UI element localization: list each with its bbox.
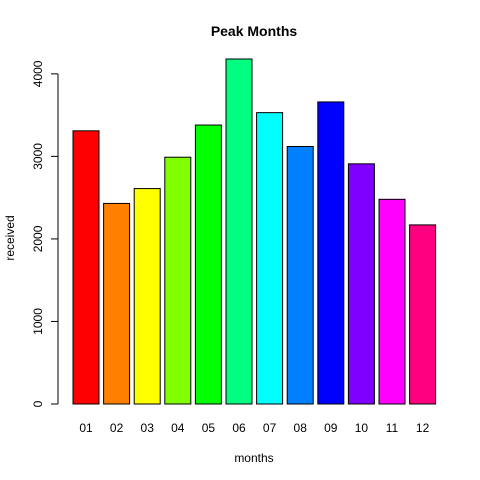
- x-tick-label: 04: [171, 421, 185, 435]
- bar-10: [347, 163, 375, 405]
- y-tick-label: 0: [31, 400, 45, 407]
- x-tick-label: 08: [294, 421, 308, 435]
- bar-11: [378, 198, 406, 405]
- x-tick-label: 03: [141, 421, 155, 435]
- y-tick-label: 1000: [31, 308, 45, 335]
- y-axis: 0 1000 2000 3000 4000: [31, 60, 59, 407]
- x-tick-label: 05: [202, 421, 216, 435]
- x-tick-label: 09: [324, 421, 338, 435]
- bar-05: [194, 124, 222, 405]
- x-axis-label: months: [234, 451, 273, 465]
- x-tick-label: 07: [263, 421, 277, 435]
- bar-08: [286, 145, 314, 405]
- y-tick-label: 4000: [31, 60, 45, 87]
- bar-06: [225, 58, 253, 405]
- x-tick-label: 06: [232, 421, 246, 435]
- chart-title: Peak Months: [211, 23, 298, 39]
- x-tick-label: 10: [355, 421, 369, 435]
- bar-03: [133, 188, 161, 405]
- x-tick-labels: 01 02 03 04 05 06 07 08 09 10 11 12: [79, 421, 429, 435]
- bar-01: [72, 130, 100, 405]
- x-tick-label: 12: [416, 421, 430, 435]
- bars-group: [72, 58, 437, 405]
- x-tick-label: 11: [386, 421, 399, 435]
- y-tick-label: 2000: [31, 225, 45, 252]
- y-tick-label: 3000: [31, 143, 45, 170]
- bar-04: [164, 156, 192, 405]
- bar-07: [256, 112, 284, 405]
- bar-09: [317, 101, 345, 405]
- x-tick-label: 01: [79, 421, 93, 435]
- bar-02: [103, 202, 131, 405]
- bar-12: [409, 224, 437, 405]
- y-axis-label: received: [3, 215, 17, 260]
- x-tick-label: 02: [110, 421, 124, 435]
